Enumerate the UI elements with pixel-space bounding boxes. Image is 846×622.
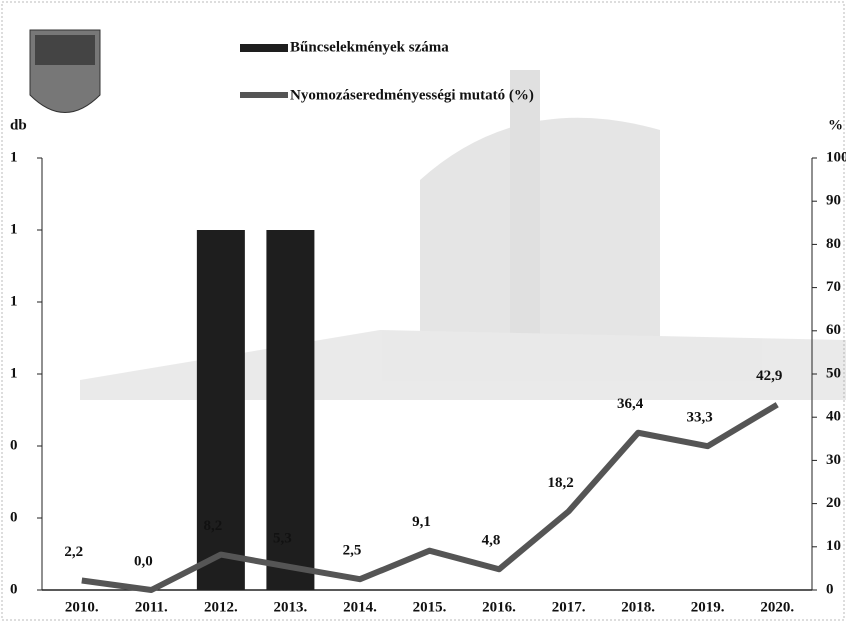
x-tick-label: 2011. [135, 599, 168, 615]
x-tick-label: 2013. [274, 599, 308, 615]
data-label: 36,4 [617, 396, 644, 412]
y2-tick-label: 70 [826, 279, 841, 295]
y2-tick-label: 60 [826, 322, 841, 338]
logo [30, 30, 100, 113]
x-tick-label: 2012. [204, 599, 238, 615]
data-label: 0,0 [134, 553, 153, 569]
y2-axis-title: % [828, 117, 843, 133]
y-tick-label: 1 [10, 149, 18, 165]
legend-label: Nyomozáseredményességi mutató (%) [290, 87, 534, 103]
bar [197, 230, 245, 590]
y-axis-title: db [10, 117, 27, 133]
y-tick-label: 1 [10, 293, 18, 309]
y2-tick-label: 30 [826, 452, 841, 468]
y2-tick-label: 80 [826, 236, 841, 252]
y2-tick-label: 0 [826, 581, 834, 597]
legend-swatch [240, 44, 288, 52]
x-tick-label: 2019. [691, 599, 725, 615]
y2-tick-label: 20 [826, 495, 841, 511]
data-label: 8,2 [203, 518, 222, 534]
y-tick-label: 1 [10, 221, 18, 237]
data-label: 42,9 [756, 368, 782, 384]
y2-tick-label: 100 [826, 149, 846, 165]
data-label: 33,3 [687, 410, 713, 426]
data-label: 9,1 [412, 514, 431, 530]
x-tick-label: 2018. [621, 599, 655, 615]
y-tick-label: 0 [10, 581, 18, 597]
y2-tick-label: 90 [826, 193, 841, 209]
data-label: 2,5 [343, 543, 362, 559]
x-tick-label: 2016. [482, 599, 516, 615]
y2-tick-label: 10 [826, 538, 841, 554]
x-tick-label: 2015. [413, 599, 447, 615]
chart: db % 000111101020304050607080901002010.2… [0, 0, 846, 622]
data-label: 4,8 [482, 533, 501, 549]
x-tick-label: 2014. [343, 599, 377, 615]
legend-label: Bűncselekmények száma [290, 39, 449, 55]
data-label: 18,2 [547, 475, 573, 491]
y2-tick-label: 40 [826, 409, 841, 425]
y-tick-label: 1 [10, 365, 18, 381]
y-tick-label: 0 [10, 509, 18, 525]
x-tick-label: 2010. [65, 599, 99, 615]
x-tick-label: 2020. [760, 599, 794, 615]
x-tick-label: 2017. [552, 599, 586, 615]
y-tick-label: 0 [10, 437, 18, 453]
data-label: 5,3 [273, 531, 292, 547]
data-label: 2,2 [64, 544, 83, 560]
y2-tick-label: 50 [826, 365, 841, 381]
